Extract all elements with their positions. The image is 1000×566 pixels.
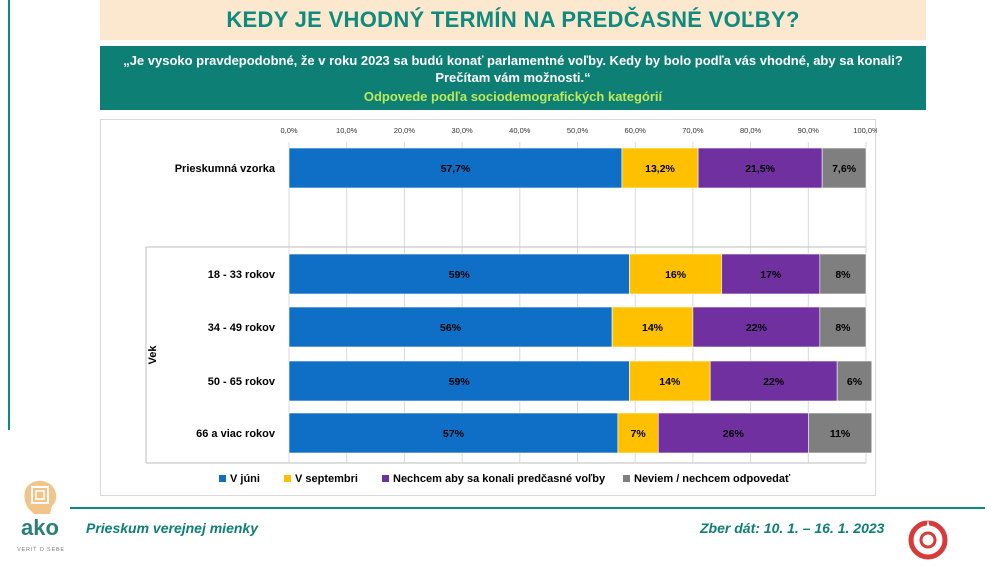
footer-left-text: Prieskum verejnej mienky — [86, 520, 258, 536]
category-label: Prieskumná vzorka — [175, 163, 276, 175]
bar-segment — [821, 147, 867, 189]
chart-panel: 0,0% 10,0% 20,0% 30,0% 40,0% 50,0% 60,0% 70,0% 8… — [100, 119, 879, 496]
x-tick-label: 60,0% — [625, 126, 647, 135]
data-label: 22% — [746, 322, 768, 334]
legend-label: Nechcem aby sa konali predčasné voľby — [393, 473, 606, 485]
x-tick-label: 30,0% — [451, 126, 473, 135]
data-label: 11% — [830, 428, 851, 440]
data-label: 14% — [659, 376, 681, 388]
data-label: 59% — [449, 269, 471, 281]
footer-divider — [70, 507, 985, 509]
bar-segment — [629, 360, 711, 402]
data-label: 57% — [443, 428, 465, 440]
ako-logo — [10, 478, 70, 564]
legend-label: Neviem / nechcem odpovedať — [634, 473, 791, 485]
x-tick-label: 10,0% — [336, 126, 358, 135]
bar-segment — [611, 306, 694, 348]
stacked-bar-chart: 0,0% 10,0% 20,0% 30,0% 40,0% 50,0% 60,0% 70,0% 8… — [145, 126, 879, 485]
data-label: 16% — [665, 269, 687, 281]
bar-segment — [697, 147, 823, 189]
x-tick-label: 100,0% — [853, 126, 877, 135]
x-tick-label: 70,0% — [682, 126, 704, 135]
x-tick-label: 40,0% — [509, 126, 531, 135]
x-tick-label: 0,0% — [280, 126, 297, 135]
question-banner: „Je vysoko pravdepodobné, že v roku 2023… — [100, 46, 926, 110]
data-label: 8% — [835, 269, 851, 281]
category-label: 66 a viac rokov — [196, 428, 276, 440]
category-label: 50 - 65 rokov — [208, 376, 276, 388]
data-label: 8% — [835, 322, 851, 334]
data-label: 7% — [630, 428, 646, 440]
bar-segment — [836, 360, 873, 402]
x-tick-label: 50,0% — [567, 126, 589, 135]
legend-swatch — [623, 475, 630, 482]
legend-swatch — [219, 475, 226, 482]
bar-segment — [692, 306, 821, 348]
bar-segment — [617, 412, 659, 454]
data-label: 17% — [760, 269, 782, 281]
logo-text: ako — [21, 515, 59, 540]
category-label: 34 - 49 rokov — [208, 322, 276, 334]
ako-logo-icon — [24, 480, 57, 514]
data-label: 26% — [723, 428, 745, 440]
title-banner: KEDY JE VHODNÝ TERMÍN NA PREDČASNÉ VOĽBY… — [100, 0, 926, 40]
bar-segment — [288, 306, 613, 348]
x-tick-label: 20,0% — [394, 126, 416, 135]
bar-segment — [288, 412, 619, 454]
left-accent-line — [8, 0, 10, 430]
question-line-1: „Je vysoko pravdepodobné, že v roku 2023… — [123, 53, 903, 68]
legend-swatch — [284, 475, 291, 482]
bar-segment — [709, 360, 838, 402]
group-label-vek: Vek — [147, 345, 159, 365]
logo-tagline: VERIŤ O SEBE — [17, 547, 65, 553]
data-label: 59% — [449, 376, 471, 388]
x-tick-label: 90,0% — [798, 126, 820, 135]
data-label: 56% — [440, 322, 462, 334]
bar-segment — [819, 306, 867, 348]
data-label: 6% — [847, 376, 863, 388]
legend-label: V septembri — [295, 473, 358, 485]
category-label: 18 - 33 rokov — [208, 269, 276, 281]
bar-segment — [629, 253, 723, 295]
data-label: 7,6% — [832, 163, 857, 175]
bar-segment — [288, 253, 630, 295]
bar-segment — [721, 253, 821, 295]
x-tick-label: 80,0% — [740, 126, 762, 135]
bar-segment — [288, 360, 630, 402]
footer-right-text: Zber dát: 10. 1. – 16. 1. 2023 — [700, 520, 885, 536]
question-line-2: Prečítam vám možnosti.“ — [435, 70, 591, 85]
partner-logo-icon — [908, 520, 948, 560]
data-label: 14% — [642, 322, 664, 334]
legend-swatch — [382, 475, 389, 482]
bar-segment — [819, 253, 867, 295]
question-subtitle: Odpovede podľa sociodemografických kateg… — [363, 89, 663, 104]
legend-label: V júni — [230, 473, 260, 485]
bar-segment — [807, 412, 873, 454]
data-label: 21,5% — [745, 163, 775, 175]
bar-segment — [657, 412, 809, 454]
data-label: 22% — [763, 376, 785, 388]
data-label: 13,2% — [645, 163, 675, 175]
data-label: 57,7% — [441, 163, 471, 175]
page-title: KEDY JE VHODNÝ TERMÍN NA PREDČASNÉ VOĽBY… — [226, 7, 800, 32]
